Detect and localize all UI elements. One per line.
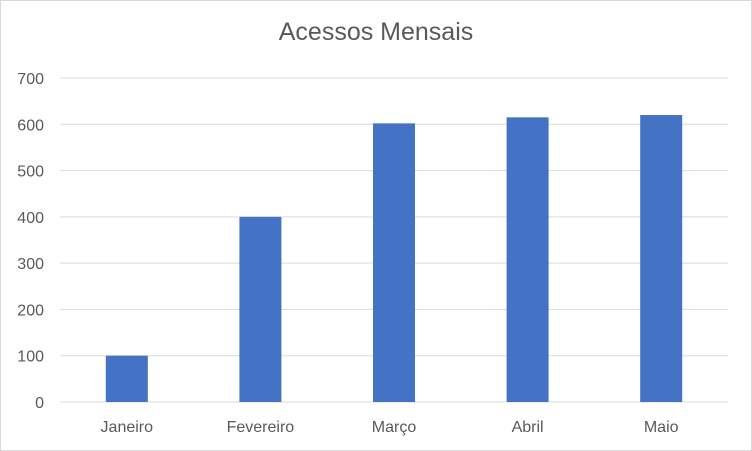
bar-março (373, 123, 415, 403)
x-tick-label: Janeiro (101, 419, 154, 436)
y-tick-label: 500 (17, 164, 44, 181)
x-tick-label: Março (372, 419, 417, 436)
x-tick-label: Fevereiro (227, 419, 295, 436)
y-tick-label: 400 (17, 210, 44, 227)
y-tick-label: 0 (35, 395, 44, 412)
y-tick-label: 200 (17, 302, 44, 319)
chart-title: Acessos Mensais (278, 18, 474, 46)
bar-maio (640, 115, 683, 403)
bar-abril (506, 117, 549, 402)
x-tick-label: Abril (512, 419, 544, 436)
y-tick-label: 300 (17, 256, 44, 273)
y-tick-label: 100 (17, 349, 44, 366)
bar-fevereiro (239, 216, 282, 402)
x-tick-label: Maio (644, 419, 679, 436)
bar-janeiro (105, 355, 148, 402)
y-tick-label: 700 (17, 71, 44, 88)
y-tick-label: 600 (17, 117, 44, 134)
